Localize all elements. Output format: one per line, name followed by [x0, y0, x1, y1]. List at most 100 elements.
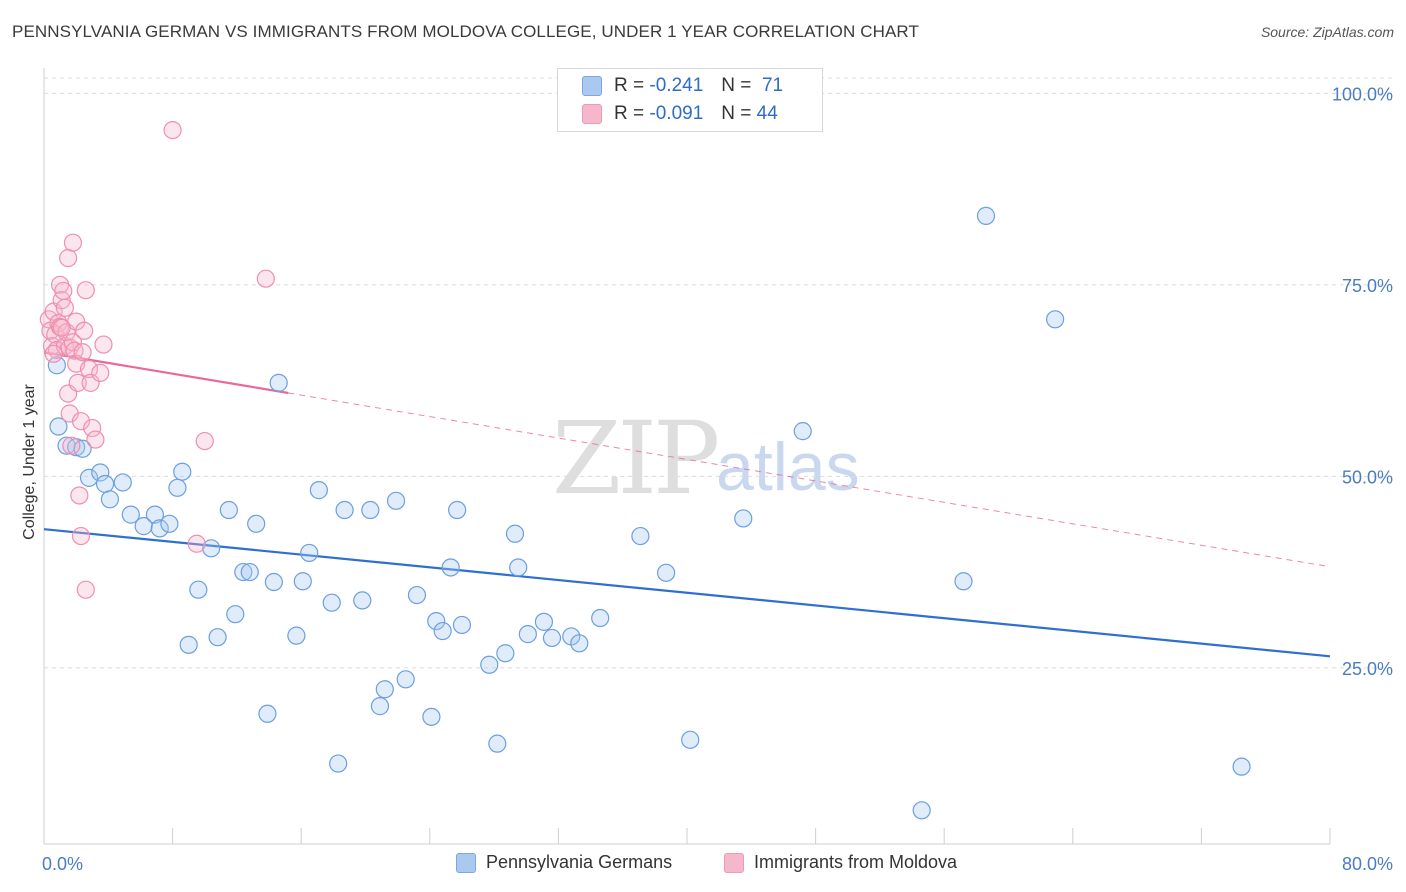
point-immigrants-from-moldova — [59, 248, 78, 268]
legend-swatch — [582, 76, 602, 96]
point-pennsylvania-germans — [309, 481, 328, 500]
trend-line-pennsylvania-germans — [43, 528, 1331, 658]
point-pennsylvania-germans — [433, 621, 452, 641]
point-pennsylvania-germans — [49, 417, 68, 436]
point-pennsylvania-germans — [145, 505, 165, 524]
watermark-atlas: atlas — [716, 429, 860, 505]
stats-row-immigrants-from-moldova: R = -0.091 N = 44 — [582, 101, 778, 127]
point-pennsylvania-germans — [793, 422, 812, 441]
point-immigrants-from-moldova — [63, 233, 83, 252]
legend-label: Immigrants from Moldova — [754, 852, 958, 872]
point-pennsylvania-germans — [113, 473, 132, 492]
point-pennsylvania-germans — [287, 626, 306, 645]
r-label: R = — [614, 75, 645, 96]
point-pennsylvania-germans — [79, 468, 99, 487]
point-pennsylvania-germans — [91, 463, 110, 482]
tick-labels: 25.0% 50.0% 75.0% 100.0% 0.0% 80.0% College, U… — [21, 84, 1393, 874]
r-label: R = — [614, 103, 645, 124]
point-pennsylvania-germans — [219, 500, 238, 520]
point-immigrants-from-moldova — [54, 281, 73, 301]
point-pennsylvania-germans — [570, 634, 589, 653]
point-pennsylvania-germans — [264, 572, 283, 592]
data-points — [39, 120, 1251, 820]
point-pennsylvania-germans — [534, 612, 554, 631]
point-pennsylvania-germans — [542, 628, 562, 648]
legend-swatch — [456, 852, 476, 873]
point-pennsylvania-germans — [427, 611, 446, 631]
point-pennsylvania-germans — [300, 543, 319, 563]
point-immigrants-from-moldova — [81, 373, 100, 392]
point-pennsylvania-germans — [448, 500, 467, 520]
point-pennsylvania-germans — [208, 628, 227, 647]
point-pennsylvania-germans — [591, 608, 610, 628]
point-pennsylvania-germans — [496, 644, 515, 663]
point-immigrants-from-moldova — [62, 436, 81, 455]
watermark-zip: ZIP — [552, 400, 720, 517]
legend-label: Pennsylvania Germans — [486, 852, 673, 872]
point-pennsylvania-germans — [505, 524, 525, 543]
point-immigrants-from-moldova — [70, 486, 89, 505]
point-pennsylvania-germans — [240, 562, 259, 582]
point-immigrants-from-moldova — [187, 534, 206, 553]
point-pennsylvania-germans — [976, 206, 996, 225]
point-pennsylvania-germans — [912, 801, 931, 820]
point-pennsylvania-germans — [954, 572, 973, 591]
point-immigrants-from-moldova — [79, 359, 99, 379]
point-immigrants-from-moldova — [71, 412, 91, 431]
legend-swatch — [582, 104, 602, 124]
point-pennsylvania-germans — [518, 625, 537, 644]
point-pennsylvania-germans — [361, 500, 380, 520]
point-pennsylvania-germans — [329, 754, 348, 773]
point-pennsylvania-germans — [480, 655, 499, 674]
legend-item-pennsylvania-germans[interactable]: Pennsylvania Germans — [456, 852, 672, 873]
point-pennsylvania-germans — [657, 563, 676, 582]
x-tick-label: 80.0% — [1342, 854, 1393, 874]
point-pennsylvania-germans — [160, 514, 179, 533]
point-pennsylvania-germans — [226, 605, 245, 624]
point-pennsylvania-germans — [370, 697, 390, 716]
point-pennsylvania-germans — [734, 509, 753, 528]
point-pennsylvania-germans — [375, 680, 394, 699]
point-pennsylvania-germans — [407, 585, 427, 605]
trend-line-immigrants-from-moldova-extension — [288, 392, 1331, 568]
point-pennsylvania-germans — [488, 734, 507, 753]
point-immigrants-from-moldova — [68, 373, 87, 392]
point-pennsylvania-germans — [452, 615, 472, 635]
point-pennsylvania-germans — [1232, 757, 1251, 776]
point-immigrants-from-moldova — [75, 321, 94, 340]
point-pennsylvania-germans — [293, 572, 312, 591]
x-tick-label: 0.0% — [42, 854, 83, 874]
point-pennsylvania-germans — [173, 462, 192, 481]
point-pennsylvania-germans — [73, 439, 92, 458]
legend-swatch — [724, 852, 744, 873]
point-pennsylvania-germans — [247, 514, 266, 533]
point-pennsylvania-germans — [1046, 310, 1065, 329]
legend-item-immigrants-from-moldova[interactable]: Immigrants from Moldova — [724, 852, 957, 873]
r-value: -0.241 — [649, 75, 704, 96]
point-pennsylvania-germans — [322, 593, 341, 612]
point-pennsylvania-germans — [150, 519, 169, 538]
point-pennsylvania-germans — [681, 730, 700, 749]
point-pennsylvania-germans — [168, 478, 187, 497]
point-immigrants-from-moldova — [195, 431, 214, 451]
point-pennsylvania-germans — [121, 505, 140, 524]
y-tick-label: 100.0% — [1332, 84, 1393, 104]
point-pennsylvania-germans — [353, 591, 372, 610]
point-pennsylvania-germans — [335, 500, 354, 520]
point-pennsylvania-germans — [134, 517, 153, 536]
y-tick-label: 25.0% — [1342, 659, 1393, 679]
point-pennsylvania-germans — [189, 580, 208, 599]
point-pennsylvania-germans — [47, 356, 66, 375]
n-label: N = — [721, 103, 752, 124]
point-pennsylvania-germans — [202, 539, 221, 558]
trend-lines — [43, 351, 1331, 658]
stats-legend: R = -0.241 N = 71 R = -0.091 N = 44 — [557, 68, 823, 132]
point-pennsylvania-germans — [100, 490, 120, 509]
axes — [43, 68, 1331, 845]
point-immigrants-from-moldova — [163, 120, 182, 140]
y-axis-title: College, Under 1 year — [21, 384, 38, 540]
point-immigrants-from-moldova — [71, 526, 91, 546]
point-pennsylvania-germans — [234, 562, 253, 582]
n-label: N = — [721, 75, 752, 96]
